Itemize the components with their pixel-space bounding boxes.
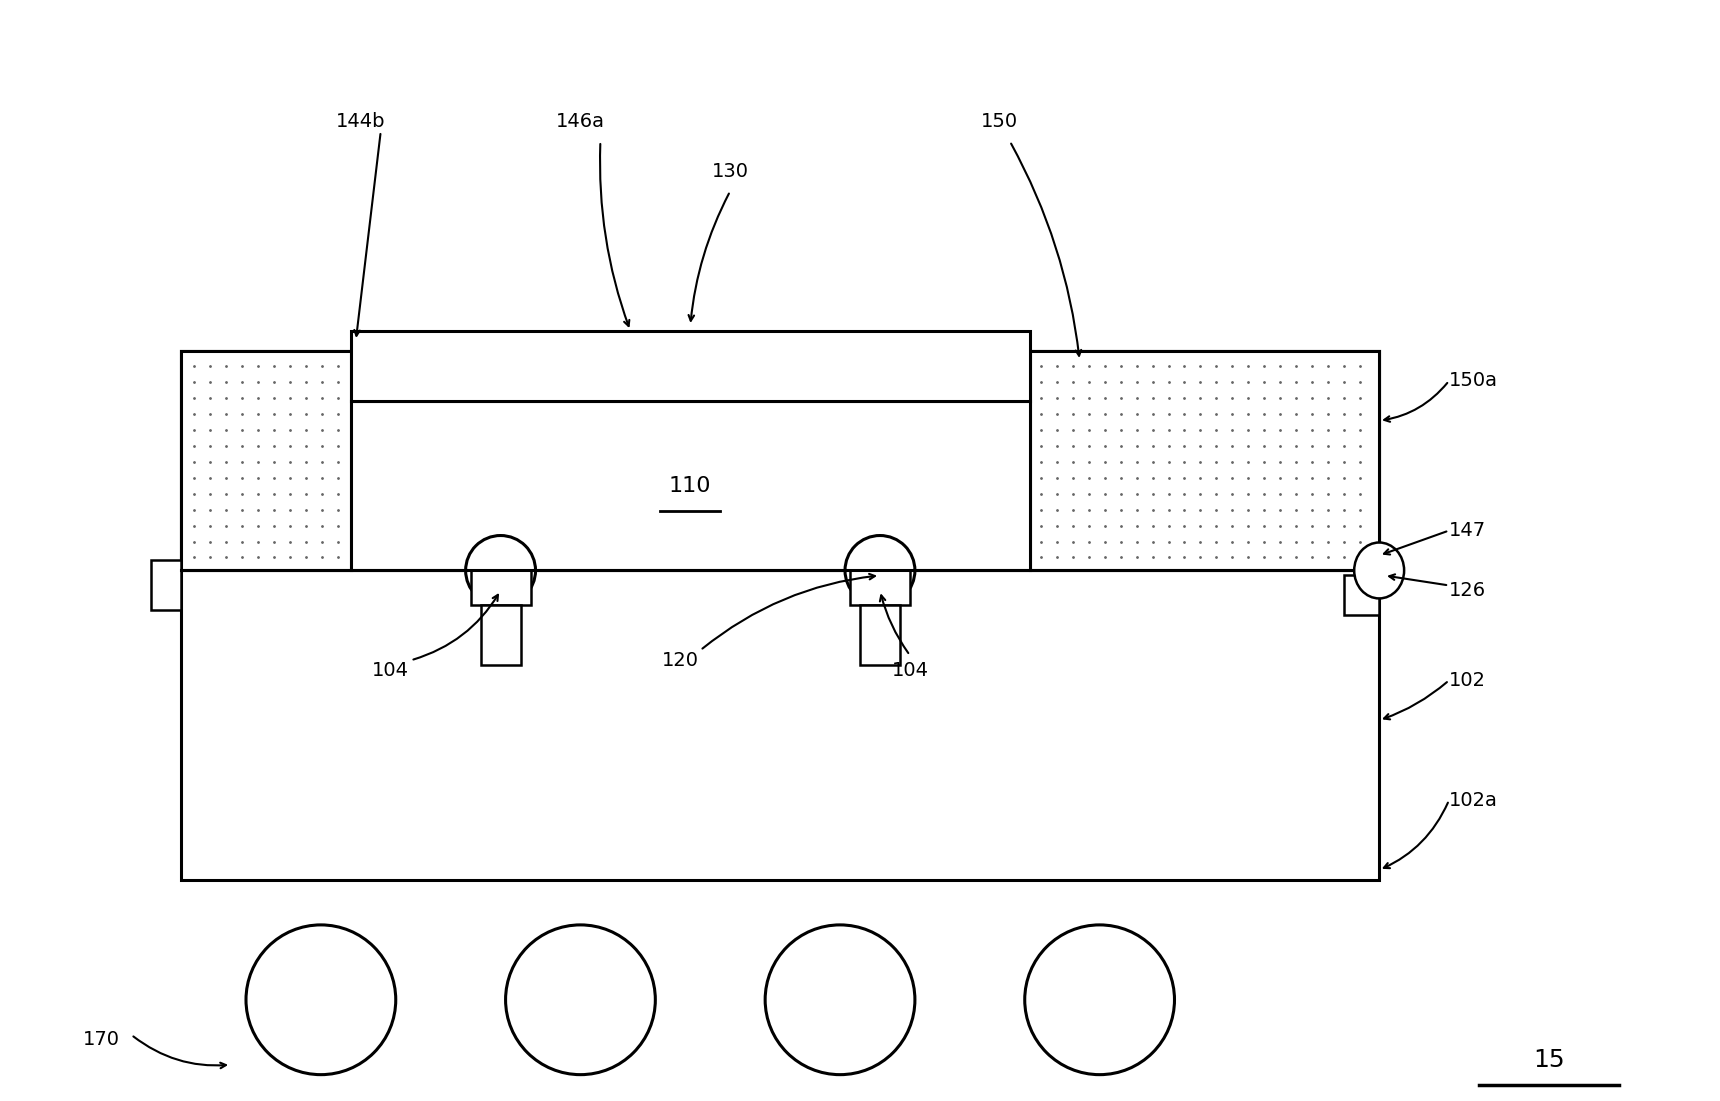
Bar	[351, 401, 1030, 570]
Text: 110: 110	[669, 476, 712, 495]
Text: 150a: 150a	[1448, 371, 1498, 390]
Bar	[351, 331, 1030, 401]
Text: 144b: 144b	[335, 111, 385, 131]
Text: 102a: 102a	[1448, 791, 1498, 809]
Text: 104: 104	[891, 661, 929, 679]
Bar	[1345, 576, 1379, 615]
Text: 150: 150	[980, 111, 1018, 131]
Circle shape	[845, 535, 915, 606]
Polygon shape	[181, 351, 351, 570]
Circle shape	[765, 925, 915, 1075]
Circle shape	[466, 535, 535, 606]
Ellipse shape	[1354, 543, 1404, 599]
Text: 15: 15	[1533, 1048, 1565, 1071]
Text: 147: 147	[1448, 521, 1486, 539]
Text: 130: 130	[712, 162, 748, 181]
Bar	[151, 560, 181, 610]
Bar	[471, 570, 530, 606]
Bar	[181, 351, 1379, 880]
Text: 126: 126	[1448, 581, 1486, 600]
Bar	[860, 606, 900, 665]
Polygon shape	[1030, 351, 1379, 570]
Circle shape	[506, 925, 655, 1075]
Text: 120: 120	[662, 651, 698, 669]
Bar	[850, 570, 910, 606]
Circle shape	[1025, 925, 1175, 1075]
Circle shape	[246, 925, 396, 1075]
Text: 146a: 146a	[556, 111, 605, 131]
Text: 104: 104	[372, 661, 409, 679]
Bar	[480, 606, 521, 665]
Text: 102: 102	[1448, 671, 1486, 690]
Bar	[181, 351, 1379, 570]
Text: 170: 170	[83, 1031, 120, 1049]
